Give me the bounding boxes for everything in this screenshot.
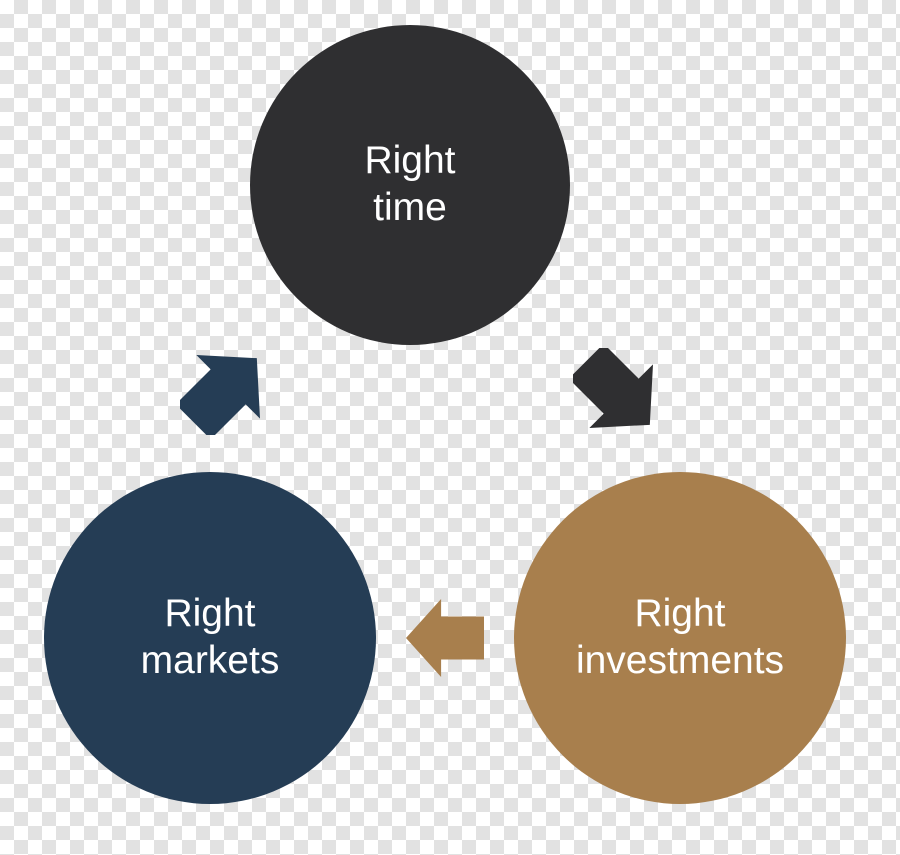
circle-right-time-label: Right time <box>364 138 455 232</box>
circle-right-investments: Right investments <box>514 472 846 804</box>
circle-right-markets-label: Right markets <box>141 591 280 685</box>
arrow-markets-to-time-icon <box>180 345 270 435</box>
circle-right-markets: Right markets <box>44 472 376 804</box>
circle-right-investments-label: Right investments <box>576 591 784 685</box>
arrow-investments-to-markets-icon <box>398 599 492 677</box>
arrow-time-to-investments-icon <box>573 348 663 438</box>
circle-right-time: Right time <box>250 25 570 345</box>
diagram-canvas: Right time Right investments Right marke… <box>0 0 900 855</box>
